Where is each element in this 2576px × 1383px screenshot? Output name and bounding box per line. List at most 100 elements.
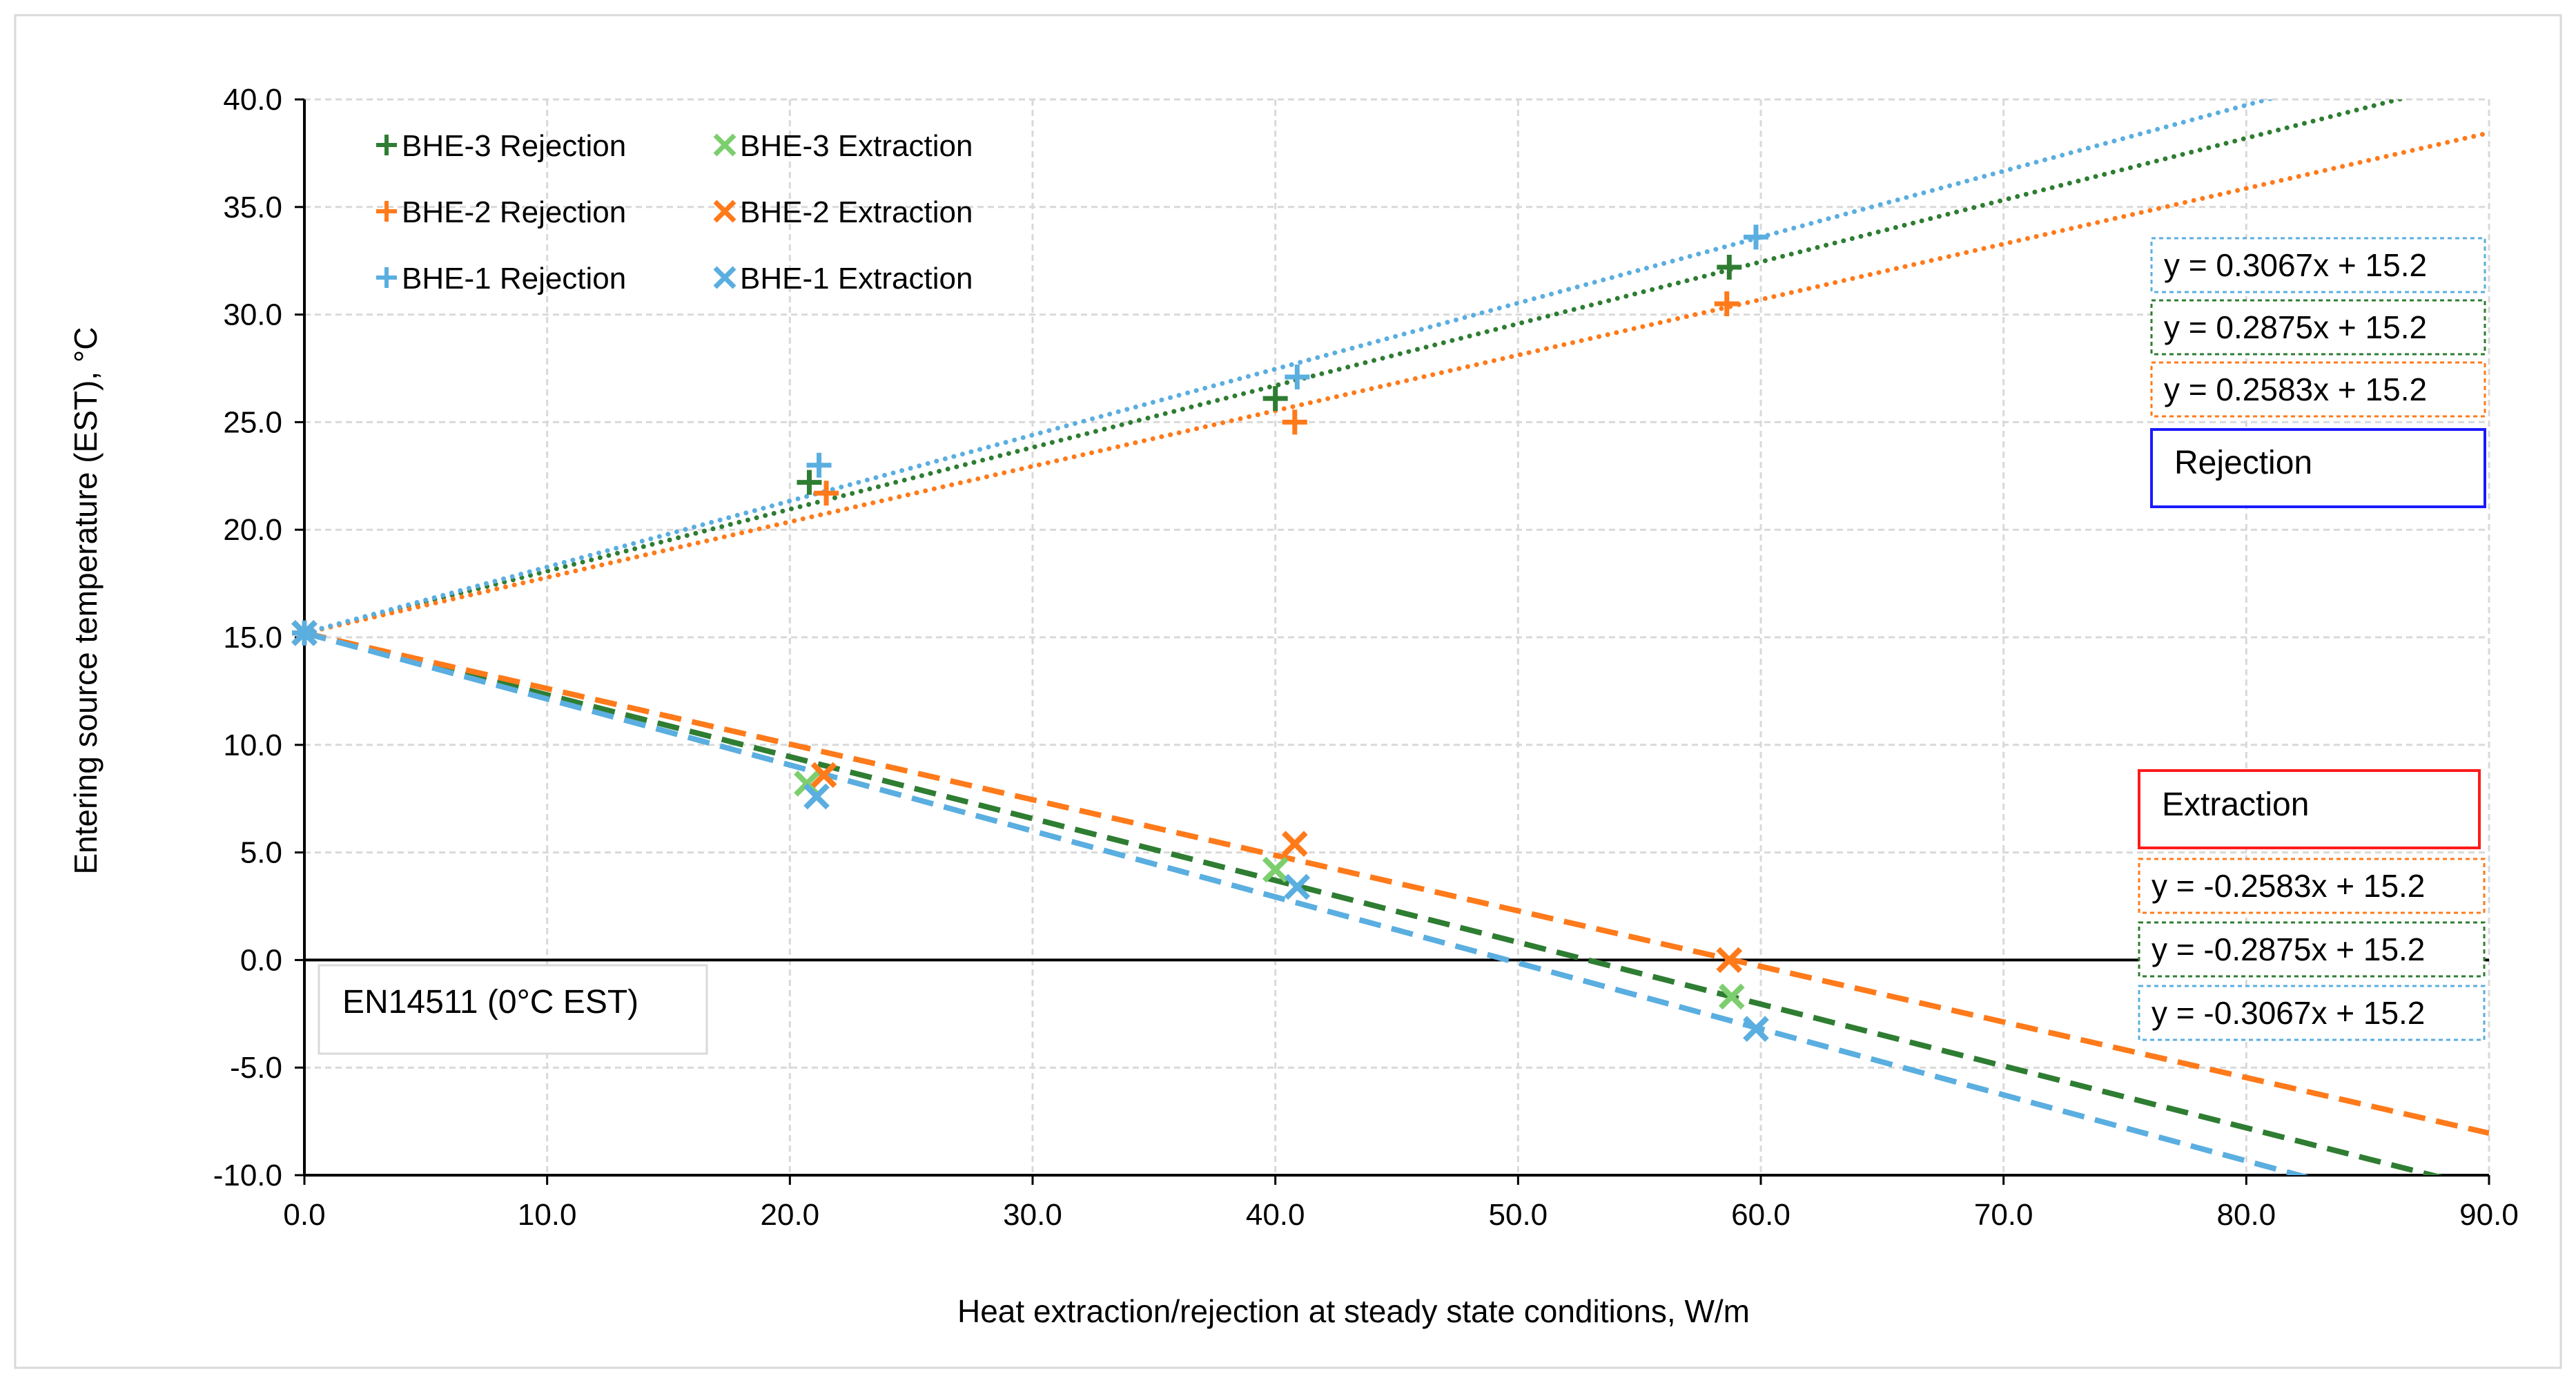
legend-marker bbox=[713, 200, 736, 223]
rejection-equation: y = 0.3067x + 15.2 bbox=[2150, 237, 2486, 293]
trendline bbox=[304, 99, 2276, 636]
y-axis-label: Entering source temperature (EST), °C bbox=[68, 327, 104, 874]
data-point bbox=[1262, 386, 1288, 412]
legend-marker bbox=[713, 266, 736, 289]
x-tick-label: 40.0 bbox=[1246, 1198, 1305, 1232]
data-point bbox=[806, 452, 832, 478]
data-point bbox=[1262, 856, 1289, 883]
y-tick-label: -10.0 bbox=[213, 1159, 282, 1192]
equation-text: y = -0.2583x + 15.2 bbox=[2151, 868, 2425, 904]
x-tick-label: 10.0 bbox=[518, 1198, 577, 1232]
y-tick-label: 0.0 bbox=[240, 943, 282, 977]
extraction-equation: y = -0.3067x + 15.2 bbox=[2138, 985, 2486, 1041]
x-tick-label: 30.0 bbox=[1003, 1198, 1062, 1232]
x-tick-label: 50.0 bbox=[1489, 1198, 1548, 1232]
legend-label: BHE-3 Rejection bbox=[402, 129, 626, 163]
x-tick-label: 70.0 bbox=[1974, 1198, 2033, 1232]
y-tick-label: 30.0 bbox=[223, 298, 282, 332]
x-axis-label: Heat extraction/rejection at steady stat… bbox=[957, 1293, 1750, 1329]
data-markers bbox=[291, 224, 1769, 1042]
extraction-box bbox=[2138, 769, 2481, 849]
cross-b bbox=[713, 266, 736, 289]
cross-b bbox=[1284, 873, 1311, 900]
legend-label: BHE-3 Extraction bbox=[740, 129, 973, 163]
legend-marker bbox=[376, 135, 397, 155]
cross-b bbox=[803, 783, 830, 810]
equation-box bbox=[2138, 858, 2486, 914]
data-point bbox=[1743, 1016, 1769, 1042]
y-tick-label: 35.0 bbox=[223, 191, 282, 224]
equation-box bbox=[2150, 237, 2486, 293]
data-point bbox=[1282, 409, 1307, 435]
legend-item: BHE-1 Extraction bbox=[713, 262, 973, 296]
trendline bbox=[304, 130, 2489, 636]
cross-b bbox=[794, 771, 820, 797]
data-point bbox=[1281, 831, 1308, 857]
equation-text: y = 0.2583x + 15.2 bbox=[2164, 371, 2427, 407]
trendline bbox=[304, 630, 2489, 1137]
trendline bbox=[304, 630, 2310, 1175]
cross-b bbox=[713, 200, 736, 223]
legend-item: BHE-2 Rejection bbox=[376, 195, 626, 229]
x-tick-label: 80.0 bbox=[2217, 1198, 2276, 1232]
reference-label: EN14511 (0°C EST) bbox=[342, 984, 638, 1021]
y-tick-label: 10.0 bbox=[223, 728, 282, 762]
data-point bbox=[1285, 364, 1310, 389]
cross-b bbox=[291, 619, 318, 646]
chart-frame bbox=[14, 14, 2562, 1369]
rejection-label: Rejection bbox=[2174, 445, 2312, 481]
trendline bbox=[304, 99, 2408, 636]
data-point bbox=[810, 762, 837, 789]
equation-text: y = -0.2875x + 15.2 bbox=[2151, 931, 2425, 967]
legend-marker bbox=[713, 133, 736, 157]
y-tick-label: -5.0 bbox=[230, 1051, 282, 1085]
x-tick-label: 90.0 bbox=[2459, 1198, 2519, 1232]
extraction-equation: y = -0.2875x + 15.2 bbox=[2138, 921, 2486, 978]
equation-box bbox=[2138, 921, 2486, 978]
cross-b bbox=[1716, 947, 1743, 974]
cross-b bbox=[1718, 983, 1745, 1010]
rejection-equation: y = 0.2583x + 15.2 bbox=[2150, 361, 2486, 418]
legend-marker bbox=[376, 267, 397, 288]
y-tick-label: 25.0 bbox=[223, 405, 282, 439]
data-point bbox=[814, 481, 839, 506]
legend-marker bbox=[376, 201, 397, 222]
cross-b bbox=[1281, 831, 1308, 857]
legend-item: BHE-2 Extraction bbox=[713, 195, 973, 229]
cross-b bbox=[1743, 1016, 1769, 1042]
x-tick-label: 60.0 bbox=[1731, 1198, 1790, 1232]
data-point bbox=[803, 783, 830, 810]
equation-text: y = 0.2875x + 15.2 bbox=[2164, 309, 2427, 345]
data-point bbox=[797, 470, 822, 495]
equation-box bbox=[2150, 299, 2486, 356]
extraction-label-box: Extraction bbox=[2138, 769, 2481, 849]
rejection-equation: y = 0.2875x + 15.2 bbox=[2150, 299, 2486, 356]
rejection-label-box: Rejection bbox=[2150, 428, 2486, 508]
equation-text: y = -0.3067x + 15.2 bbox=[2151, 995, 2425, 1031]
legend-label: BHE-2 Rejection bbox=[402, 195, 626, 229]
y-tick-label: 20.0 bbox=[223, 513, 282, 547]
extraction-label: Extraction bbox=[2162, 786, 2309, 823]
legend-item: BHE-3 Extraction bbox=[713, 129, 973, 163]
cross-b bbox=[1262, 856, 1289, 883]
cross-b bbox=[713, 133, 736, 157]
data-point bbox=[1717, 255, 1742, 280]
x-tick-label: 20.0 bbox=[761, 1198, 820, 1232]
legend-item: BHE-3 Rejection bbox=[376, 129, 626, 163]
equation-box bbox=[2150, 361, 2486, 418]
data-point bbox=[1718, 983, 1745, 1010]
trendlines bbox=[304, 99, 2489, 1175]
y-tick-label: 5.0 bbox=[240, 836, 282, 870]
equation-box bbox=[2138, 985, 2486, 1041]
legend: BHE-3 Rejection BHE-3 Extraction BHE-2 Rej… bbox=[376, 129, 973, 296]
data-point bbox=[1716, 947, 1743, 974]
tick-labels: 0.0 10.0 20.0 30.0 40.0 50.0 60.0 70.0 80.0 90.0 4… bbox=[213, 83, 2519, 1232]
legend-label: BHE-1 Extraction bbox=[740, 262, 973, 296]
rejection-box bbox=[2150, 428, 2486, 508]
equation-text: y = 0.3067x + 15.2 bbox=[2164, 247, 2427, 283]
y-tick-label: 40.0 bbox=[223, 83, 282, 117]
legend-label: BHE-2 Extraction bbox=[740, 195, 973, 229]
y-tick-label: 15.0 bbox=[223, 621, 282, 655]
annotations: y = 0.3067x + 15.2 y = 0.2875x + 15.2 y = … bbox=[318, 237, 2486, 1055]
